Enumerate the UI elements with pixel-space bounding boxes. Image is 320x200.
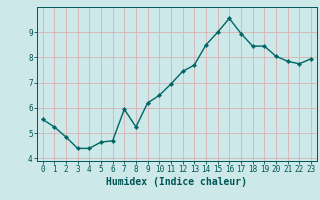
X-axis label: Humidex (Indice chaleur): Humidex (Indice chaleur) (106, 177, 247, 187)
